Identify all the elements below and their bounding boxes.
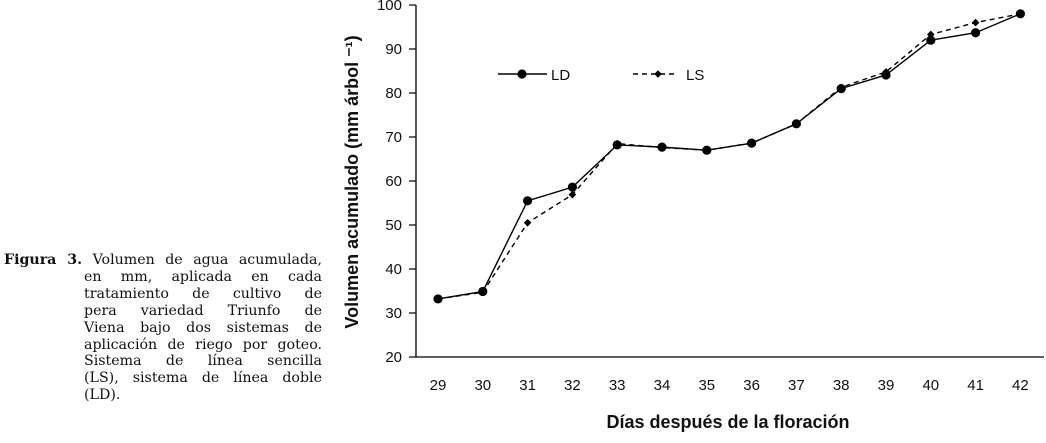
data-point-ld — [612, 140, 622, 150]
x-tick-label: 35 — [698, 377, 715, 394]
caption-line-2: en mm, aplicada en cada — [84, 268, 322, 285]
caption-line-4: pera variedad Triunfo de — [84, 302, 322, 319]
data-point-ld — [433, 294, 443, 304]
y-tick-label: 40 — [385, 261, 402, 278]
y-tick-label: 60 — [385, 173, 402, 190]
data-point-ld — [926, 35, 936, 45]
data-point-ld — [702, 145, 712, 155]
y-tick-label: 80 — [385, 85, 402, 102]
data-point-ls — [568, 190, 577, 199]
caption-label: Figura 3. — [4, 252, 83, 268]
x-tick-label: 29 — [430, 377, 447, 394]
data-point-ld — [657, 142, 667, 152]
y-tick-label: 70 — [385, 129, 402, 146]
series-group — [433, 9, 1025, 304]
caption-line-5: Viena bajo dos sistemas de — [84, 319, 322, 336]
y-tick-label: 90 — [385, 41, 402, 58]
x-tick-label: 39 — [878, 377, 895, 394]
x-tick-label: 37 — [788, 377, 805, 394]
x-tick-label: 41 — [967, 377, 984, 394]
x-tick-label: 31 — [519, 377, 536, 394]
x-tick-label: 42 — [1012, 377, 1029, 394]
caption-line-1: Figura 3. Volumen de agua acumulada, — [4, 252, 322, 269]
y-tick-label: 100 — [377, 0, 402, 14]
data-point-ld — [747, 138, 757, 148]
data-point-ld — [523, 196, 533, 206]
data-point-ld — [791, 119, 802, 129]
data-point-ld — [478, 286, 488, 297]
legend: LD LS — [498, 67, 704, 84]
caption-line-3: tratamiento de cultivo de — [84, 285, 322, 302]
x-tick-label: 32 — [564, 377, 581, 394]
data-point-ls — [971, 18, 980, 27]
legend-label-ld: LD — [551, 67, 570, 84]
data-point-ld — [971, 28, 981, 38]
caption-text-1: Volumen de agua acumulada, — [92, 252, 322, 268]
y-tick-label: 50 — [385, 217, 402, 234]
x-tick-label: 30 — [474, 377, 491, 394]
y-tick-label: 20 — [385, 349, 402, 366]
axes: 20 30 40 50 60 70 80 90 100 29 30 31 32 33 34 35 36 37 38 3… — [377, 0, 1044, 394]
caption-line-9: (LD). — [84, 387, 121, 404]
x-tick-label: 40 — [922, 377, 939, 394]
x-tick-label: 38 — [833, 377, 850, 394]
caption-line-7: Sistema de línea sencilla — [84, 353, 322, 370]
caption-line-6: aplicación de riego por goteo. — [84, 336, 322, 353]
x-tick-label: 33 — [609, 377, 626, 394]
legend-label-ls: LS — [686, 67, 704, 84]
x-tick-label: 36 — [743, 377, 760, 394]
series-line-ld — [437, 13, 1021, 300]
data-point-ld — [567, 182, 578, 192]
caption-line-8: (LS), sistema de línea doble — [84, 370, 322, 387]
data-point-ld — [881, 70, 891, 80]
data-point-ls — [523, 219, 532, 227]
y-tick-label: 30 — [385, 305, 402, 322]
y-axis-title: Volumen acumulado (mm árbol ⁻¹) — [342, 35, 362, 328]
figure-caption: Figura 3. Volumen de agua acumulada, en … — [4, 252, 322, 404]
legend-marker-ls — [654, 70, 662, 78]
data-point-ld — [836, 84, 846, 94]
x-tick-label: 34 — [654, 377, 671, 394]
series-line-ls — [437, 13, 1021, 300]
legend-marker-ld — [517, 69, 527, 79]
data-point-ld — [1015, 9, 1025, 19]
x-axis-title: Días después de la floración — [606, 412, 849, 432]
